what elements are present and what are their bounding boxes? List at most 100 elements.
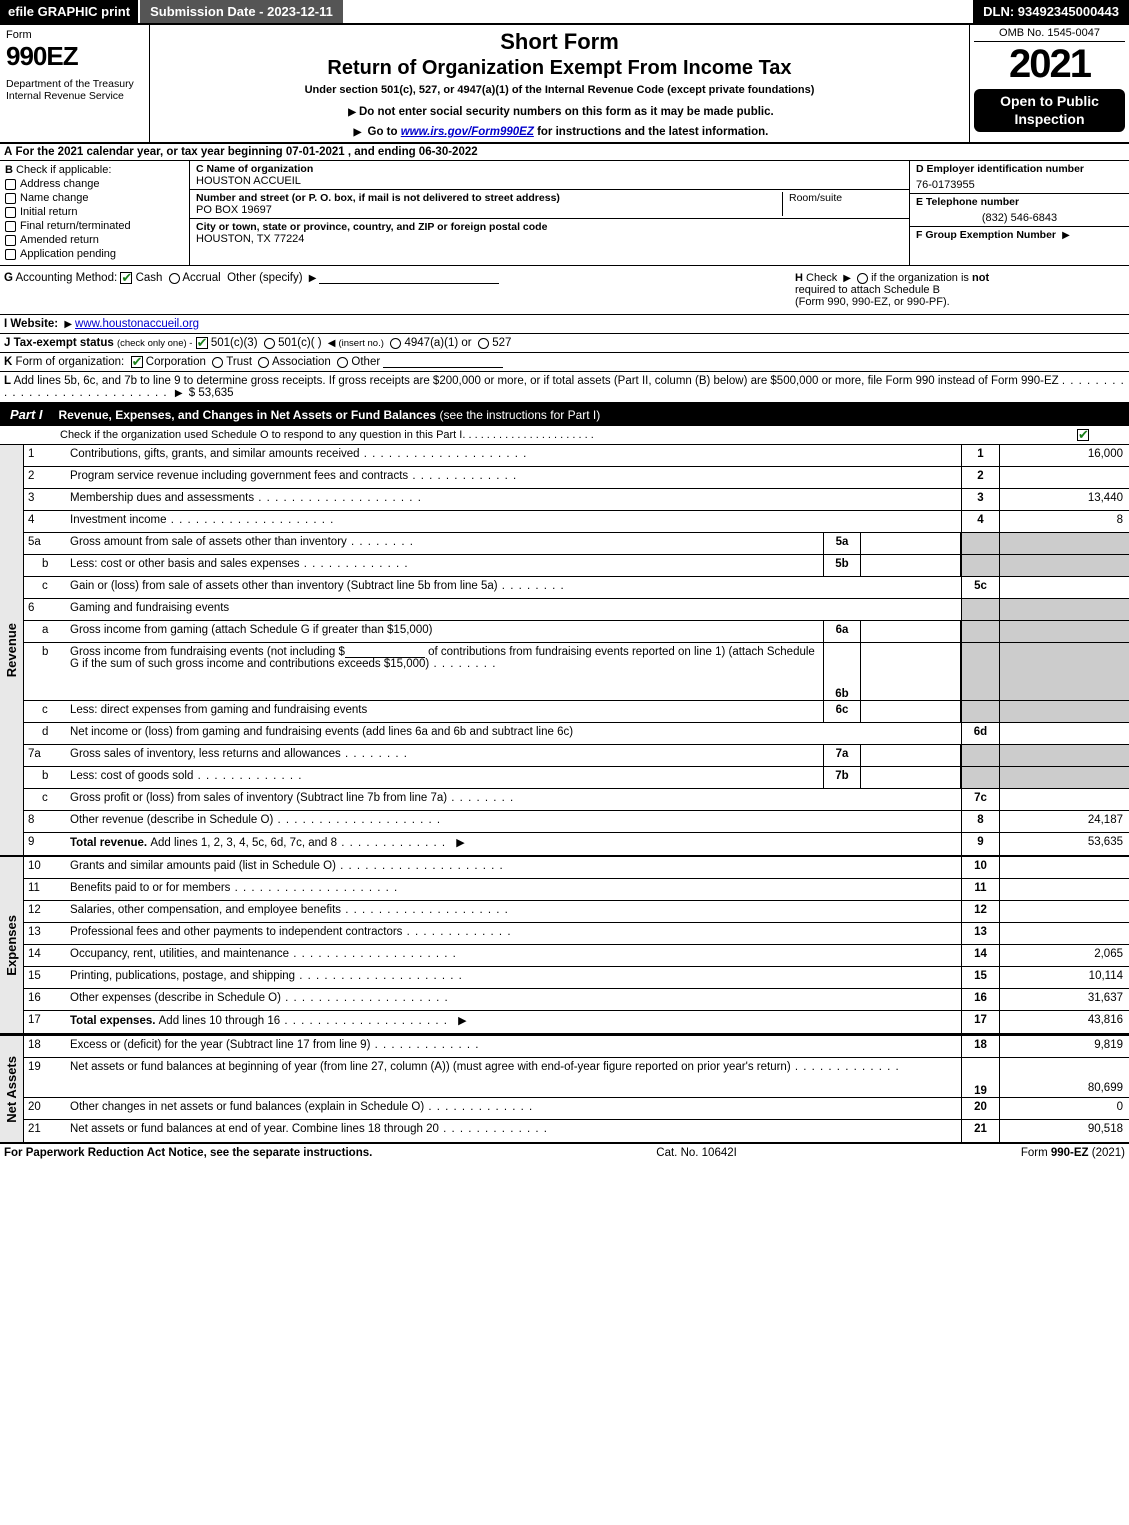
line-7b-value [861,767,961,788]
line-5c: c Gain or (loss) from sale of assets oth… [24,577,1129,599]
line-6d-value [999,723,1129,744]
arrow-icon [345,106,359,118]
f-label: F Group Exemption Number [916,229,1056,241]
j-opt3: 4947(a)(1) or [404,337,471,349]
c-name-label: C Name of organization [196,163,903,175]
line-6b: b Gross income from fundraising events (… [24,643,1129,701]
short-form-title: Short Form [158,29,961,55]
line-14-value: 2,065 [999,945,1129,966]
goto-instructions: Go to www.irs.gov/Form990EZ for instruct… [158,126,961,138]
line-4: 4 Investment income 4 8 [24,511,1129,533]
checkbox-cash[interactable] [120,272,132,284]
line-2: 2 Program service revenue including gove… [24,467,1129,489]
return-of-title: Return of Organization Exempt From Incom… [158,57,961,80]
arrow-icon [452,1015,466,1027]
line-5b: b Less: cost or other basis and sales ex… [24,555,1129,577]
line-1-value: 16,000 [999,445,1129,466]
row-I-label: Website: [10,318,58,330]
arrow-icon [325,337,339,349]
g-other: Other (specify) [227,272,302,284]
other-specify-input[interactable] [319,272,499,284]
contrib-amount-input[interactable] [345,646,425,658]
netassets-section: Net Assets 18 Excess or (deficit) for th… [0,1035,1129,1144]
line-5b-value [861,555,961,576]
row-K: K Form of organization: Corporation Trus… [0,353,1129,372]
line-7a-value [861,745,961,766]
line-13: 13 Professional fees and other payments … [24,923,1129,945]
h-text3: not [972,272,989,284]
chk-label: Amended return [20,234,99,246]
efile-graphic-print[interactable]: efile GRAPHIC print [0,0,138,23]
website-link[interactable]: www.houstonaccueil.org [75,318,199,330]
chk-label: Name change [20,192,89,204]
footer: For Paperwork Reduction Act Notice, see … [0,1144,1129,1162]
do-not-enter: Do not enter social security numbers on … [158,106,961,118]
checkbox-name-change[interactable] [5,193,16,204]
radio-association[interactable] [258,357,269,368]
line-21-value: 90,518 [999,1120,1129,1142]
line-7c-value [999,789,1129,810]
col-DEF: D Employer identification number 76-0173… [909,161,1129,265]
g-accrual: Accrual [182,272,220,284]
arrow-icon [172,387,186,399]
line-11: 11 Benefits paid to or for members 11 [24,879,1129,901]
part-1-sub-text: Check if the organization used Schedule … [60,429,462,441]
h-text2: if the organization is [871,272,969,284]
row-I: I Website: www.houstonaccueil.org [0,315,1129,334]
checkbox-address-change[interactable] [5,179,16,190]
row-K-letter: K [4,356,12,368]
radio-trust[interactable] [212,357,223,368]
irs-link[interactable]: www.irs.gov/Form990EZ [401,126,534,138]
g-cash: Cash [136,272,163,284]
line-18: 18 Excess or (deficit) for the year (Sub… [24,1036,1129,1058]
header-right: OMB No. 1545-0047 2021 Open to Public In… [969,25,1129,142]
row-L-amount-label: $ [189,387,195,399]
checkbox-final-return[interactable] [5,221,16,232]
row-L-amount: 53,635 [198,387,233,399]
line-5a: 5a Gross amount from sale of assets othe… [24,533,1129,555]
line-6a: a Gross income from gaming (attach Sched… [24,621,1129,643]
checkbox-501c3[interactable] [196,337,208,349]
arrow-icon [351,126,365,138]
revenue-tab: Revenue [0,445,24,855]
part-1-sub: Check if the organization used Schedule … [0,426,1129,445]
row-G-letter: G [4,272,13,284]
line-6: 6 Gaming and fundraising events [24,599,1129,621]
checkbox-schedule-o[interactable] [1077,429,1089,441]
arrow-icon [1059,229,1073,241]
line-17-value: 43,816 [999,1011,1129,1033]
line-6c: c Less: direct expenses from gaming and … [24,701,1129,723]
tax-year: 2021 [974,42,1125,87]
line-6a-value [861,621,961,642]
line-8-value: 24,187 [999,811,1129,832]
line-14: 14 Occupancy, rent, utilities, and maint… [24,945,1129,967]
netassets-tab: Net Assets [0,1036,24,1142]
e-label: E Telephone number [916,196,1019,208]
radio-other[interactable] [337,357,348,368]
footer-left: For Paperwork Reduction Act Notice, see … [4,1147,372,1159]
chk-label: Initial return [20,206,77,218]
checkbox-initial-return[interactable] [5,207,16,218]
checkbox-corporation[interactable] [131,356,143,368]
radio-schedule-b[interactable] [857,273,868,284]
k-other-input[interactable] [383,356,503,368]
checkbox-application-pending[interactable] [5,249,16,260]
chk-label: Address change [20,178,100,190]
checkbox-amended-return[interactable] [5,235,16,246]
row-I-letter: I [4,318,7,330]
row-GH: G Accounting Method: Cash Accrual Other … [0,266,1129,315]
radio-501c[interactable] [264,338,275,349]
line-12: 12 Salaries, other compensation, and emp… [24,901,1129,923]
line-3-value: 13,440 [999,489,1129,510]
row-J-label: Tax-exempt status [14,337,114,349]
expenses-tab: Expenses [0,857,24,1033]
line-3: 3 Membership dues and assessments 3 13,4… [24,489,1129,511]
omb-number: OMB No. 1545-0047 [974,27,1125,42]
line-17: 17 Total expenses. Add lines 10 through … [24,1011,1129,1033]
line-7b: b Less: cost of goods sold 7b [24,767,1129,789]
radio-accrual[interactable] [169,273,180,284]
telephone-value: (832) 546-6843 [910,210,1129,227]
radio-527[interactable] [478,338,489,349]
radio-4947[interactable] [390,338,401,349]
line-20-value: 0 [999,1098,1129,1119]
